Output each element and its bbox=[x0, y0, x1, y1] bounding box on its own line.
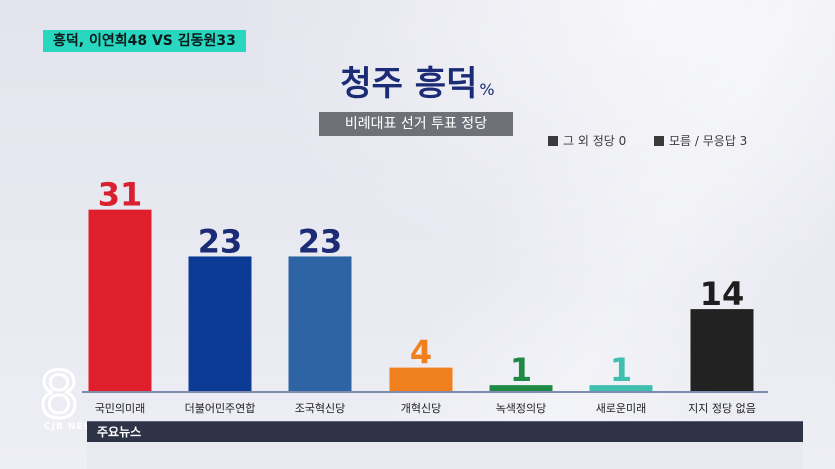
bar-2 bbox=[288, 256, 352, 391]
note-other-parties-text: 그 외 정당 0 bbox=[563, 134, 627, 148]
category-label-0: 국민의미래 bbox=[95, 402, 146, 415]
category-label-4: 녹색정의당 bbox=[496, 402, 547, 415]
value-label-5: 1 bbox=[610, 351, 632, 389]
chart-title: 청주 흥덕% bbox=[300, 62, 535, 106]
category-label-6: 지지 정당 없음 bbox=[688, 402, 756, 415]
value-label-6: 14 bbox=[700, 275, 745, 313]
category-label-1: 더불어민주연합 bbox=[185, 402, 256, 415]
bar-0 bbox=[88, 209, 152, 391]
logo-text: CJB NEWS bbox=[44, 422, 103, 432]
cjb-logo-icon: 8 bbox=[37, 358, 81, 435]
note-unknown-text: 모름 / 무응답 3 bbox=[669, 134, 748, 148]
category-label-5: 새로운미래 bbox=[596, 402, 647, 415]
note-unknown: 모름 / 무응답 3 bbox=[654, 133, 747, 149]
bar-5 bbox=[589, 385, 653, 391]
logo-numeral: 8 bbox=[39, 359, 80, 433]
news-ticker: 주요뉴스 bbox=[87, 421, 803, 443]
value-label-2: 23 bbox=[298, 222, 343, 260]
category-label-2: 조국혁신당 bbox=[295, 402, 346, 415]
note-square-icon bbox=[548, 136, 558, 146]
chart-title-text: 청주 흥덕 bbox=[340, 64, 478, 104]
chart-subtitle: 비례대표 선거 투표 정당 bbox=[319, 112, 513, 136]
value-label-4: 1 bbox=[510, 351, 532, 389]
title-unit: % bbox=[479, 80, 495, 99]
top-caption: 흥덕, 이연희48 VS 김동원33 bbox=[43, 30, 246, 52]
bar-4 bbox=[489, 385, 553, 391]
bar-1 bbox=[188, 256, 252, 391]
ticker-label: 주요뉴스 bbox=[97, 425, 142, 439]
value-label-1: 23 bbox=[198, 222, 243, 260]
note-other-parties: 그 외 정당 0 bbox=[548, 133, 626, 149]
bar-3 bbox=[389, 367, 453, 391]
bar-6 bbox=[690, 309, 754, 391]
value-label-0: 31 bbox=[98, 176, 143, 214]
note-square-icon bbox=[654, 136, 664, 146]
ticker-bottom-bar bbox=[87, 442, 803, 469]
category-label-3: 개혁신당 bbox=[401, 402, 441, 415]
value-label-3: 4 bbox=[410, 334, 432, 372]
